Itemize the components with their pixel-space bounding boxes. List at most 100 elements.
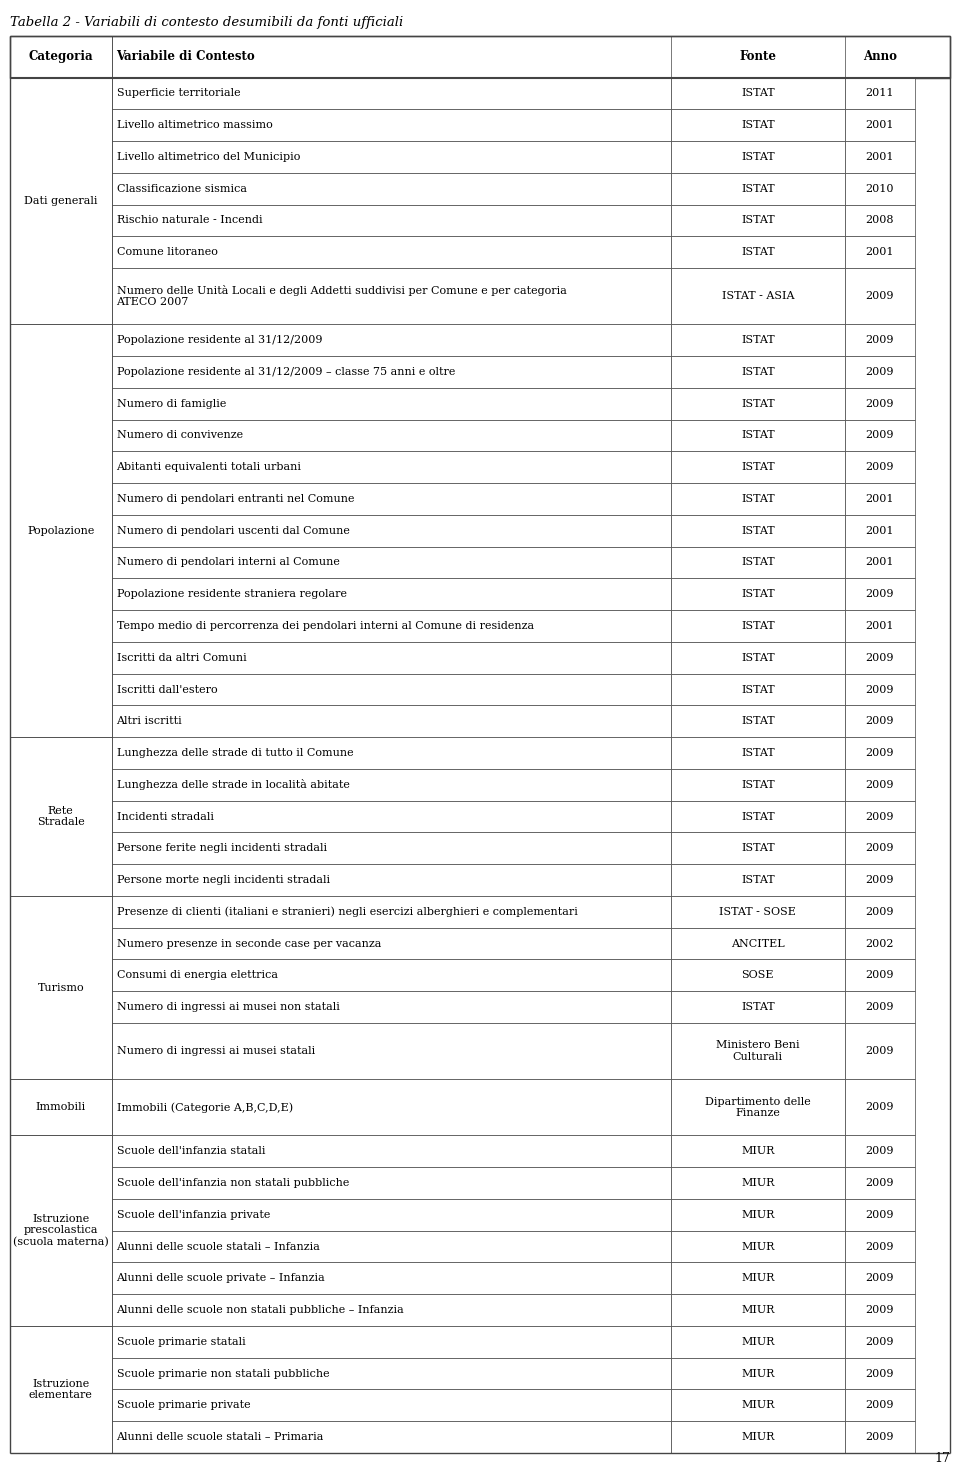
- Bar: [671, 356, 845, 388]
- Text: 2009: 2009: [866, 590, 894, 599]
- Bar: [845, 737, 915, 769]
- Bar: [845, 172, 915, 204]
- Bar: [671, 1199, 845, 1231]
- Text: 2001: 2001: [866, 621, 894, 631]
- Bar: [671, 109, 845, 141]
- Text: ISTAT - SOSE: ISTAT - SOSE: [719, 906, 796, 916]
- Text: MIUR: MIUR: [741, 1178, 775, 1189]
- Bar: [111, 452, 671, 482]
- Bar: [845, 610, 915, 641]
- Bar: [671, 1080, 845, 1136]
- Text: 2009: 2009: [866, 1046, 894, 1056]
- Bar: [671, 1358, 845, 1390]
- Bar: [845, 1080, 915, 1136]
- Bar: [671, 610, 845, 641]
- Text: Dipartimento delle
Finanze: Dipartimento delle Finanze: [705, 1096, 810, 1118]
- Bar: [671, 1022, 845, 1080]
- Text: Numero presenze in seconde case per vacanza: Numero presenze in seconde case per vaca…: [116, 938, 381, 949]
- Text: 2009: 2009: [866, 684, 894, 694]
- Bar: [111, 1080, 671, 1136]
- Text: 2009: 2009: [866, 653, 894, 663]
- Bar: [845, 1390, 915, 1421]
- Text: Numero di pendolari interni al Comune: Numero di pendolari interni al Comune: [116, 558, 340, 568]
- Bar: [10, 78, 111, 324]
- Bar: [111, 833, 671, 863]
- Bar: [671, 1136, 845, 1167]
- Bar: [111, 674, 671, 706]
- Bar: [671, 419, 845, 452]
- Text: 2009: 2009: [866, 1337, 894, 1347]
- Bar: [111, 1199, 671, 1231]
- Bar: [671, 268, 845, 324]
- Bar: [10, 737, 111, 896]
- Text: Istruzione
prescolastica
(scuola materna): Istruzione prescolastica (scuola materna…: [12, 1214, 108, 1247]
- Text: ISTAT: ISTAT: [741, 366, 775, 377]
- Text: Scuole dell'infanzia private: Scuole dell'infanzia private: [116, 1209, 270, 1219]
- Text: Immobili (Categorie A,B,C,D,E): Immobili (Categorie A,B,C,D,E): [116, 1102, 293, 1112]
- Bar: [111, 482, 671, 515]
- Text: MIUR: MIUR: [741, 1368, 775, 1378]
- Text: ISTAT: ISTAT: [741, 621, 775, 631]
- Bar: [845, 515, 915, 547]
- Text: ISTAT: ISTAT: [741, 215, 775, 225]
- Text: Alunni delle scuole private – Infanzia: Alunni delle scuole private – Infanzia: [116, 1274, 325, 1283]
- Bar: [845, 268, 915, 324]
- Bar: [845, 452, 915, 482]
- Text: ISTAT: ISTAT: [741, 684, 775, 694]
- Bar: [111, 959, 671, 991]
- Bar: [671, 1262, 845, 1294]
- Text: 2011: 2011: [866, 88, 894, 99]
- Bar: [111, 1294, 671, 1325]
- Bar: [10, 1136, 111, 1325]
- Text: 2009: 2009: [866, 1274, 894, 1283]
- Bar: [111, 419, 671, 452]
- Text: Anno: Anno: [863, 50, 897, 63]
- Text: ISTAT: ISTAT: [741, 152, 775, 162]
- Text: ISTAT: ISTAT: [741, 716, 775, 727]
- Text: 2002: 2002: [866, 938, 894, 949]
- Bar: [111, 863, 671, 896]
- Text: ISTAT: ISTAT: [741, 184, 775, 194]
- Text: MIUR: MIUR: [741, 1209, 775, 1219]
- Text: Scuole primarie statali: Scuole primarie statali: [116, 1337, 245, 1347]
- Bar: [671, 959, 845, 991]
- Bar: [845, 141, 915, 172]
- Bar: [111, 896, 671, 928]
- Bar: [845, 896, 915, 928]
- Bar: [111, 1325, 671, 1358]
- Bar: [111, 547, 671, 578]
- Text: Consumi di energia elettrica: Consumi di energia elettrica: [116, 971, 277, 980]
- Bar: [111, 991, 671, 1022]
- Bar: [671, 769, 845, 800]
- Text: 2009: 2009: [866, 875, 894, 886]
- Bar: [111, 1358, 671, 1390]
- Bar: [845, 1136, 915, 1167]
- Text: ISTAT: ISTAT: [741, 335, 775, 346]
- Text: SOSE: SOSE: [741, 971, 774, 980]
- Bar: [111, 737, 671, 769]
- Text: Scuole primarie non statali pubbliche: Scuole primarie non statali pubbliche: [116, 1368, 329, 1378]
- Bar: [671, 1167, 845, 1199]
- Text: Classificazione sismica: Classificazione sismica: [116, 184, 247, 194]
- Bar: [111, 141, 671, 172]
- Text: Alunni delle scuole statali – Primaria: Alunni delle scuole statali – Primaria: [116, 1433, 324, 1442]
- Bar: [111, 388, 671, 419]
- Bar: [671, 388, 845, 419]
- Bar: [671, 737, 845, 769]
- Text: MIUR: MIUR: [741, 1274, 775, 1283]
- Text: Popolazione: Popolazione: [27, 525, 94, 535]
- Text: 2001: 2001: [866, 494, 894, 505]
- Text: 2001: 2001: [866, 121, 894, 129]
- Text: MIUR: MIUR: [741, 1242, 775, 1252]
- Text: Turismo: Turismo: [37, 983, 84, 993]
- Bar: [111, 578, 671, 610]
- Bar: [10, 896, 111, 1080]
- Bar: [10, 324, 111, 737]
- Bar: [671, 237, 845, 268]
- Bar: [10, 1080, 111, 1136]
- Bar: [671, 1294, 845, 1325]
- Bar: [671, 172, 845, 204]
- Bar: [845, 547, 915, 578]
- Bar: [845, 641, 915, 674]
- Text: 2010: 2010: [866, 184, 894, 194]
